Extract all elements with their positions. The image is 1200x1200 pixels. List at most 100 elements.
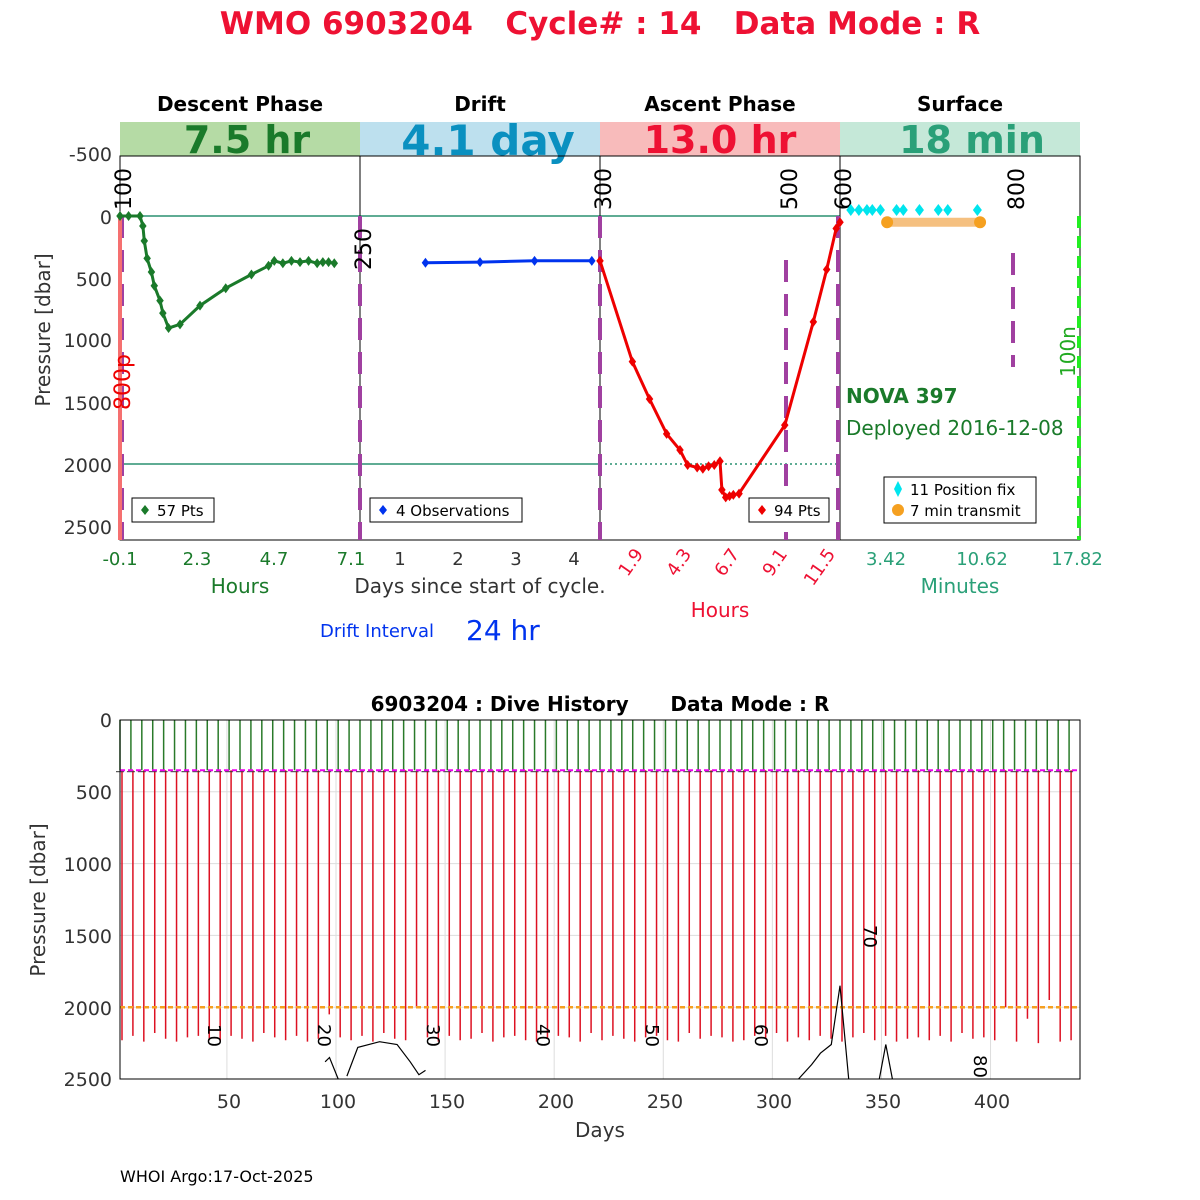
ytick-label: 500 (76, 269, 112, 291)
phase-duration-descent: 7.5 hr (184, 118, 311, 162)
descent-point (270, 255, 279, 266)
depth-mark: 100 (112, 168, 137, 210)
descent-point (221, 283, 230, 294)
ascent-point (628, 356, 637, 367)
ascent-point (781, 420, 789, 431)
xlabel-drift: Days since start of cycle. (354, 574, 605, 598)
xtick-drift: 1 (394, 549, 405, 570)
xtick-drift: 2 (452, 549, 463, 570)
xtick-label: 250 (647, 1091, 683, 1113)
xtick-label: 300 (756, 1091, 792, 1113)
xtick-surface: 3.42 (866, 549, 906, 570)
xtick-descent: -0.1 (102, 549, 137, 570)
ascent-point (718, 484, 726, 495)
dive-history-title: 6903204 : Dive History Data Mode : R (371, 692, 830, 716)
ascent-point (735, 488, 743, 499)
position-fix-point (862, 204, 872, 216)
descent-point (116, 211, 124, 221)
ascent-point (645, 394, 654, 405)
position-fix-point (972, 204, 982, 216)
ytick-label: 2500 (64, 517, 112, 539)
xtick-descent: 2.3 (183, 549, 212, 570)
xtick-label: 350 (865, 1091, 901, 1113)
phase-duration-drift: 4.1 day (401, 116, 575, 165)
phase-duration-surface: 18 min (899, 118, 1045, 162)
descent-point (247, 269, 256, 280)
ascent-point (809, 316, 818, 327)
descent-point (156, 295, 164, 306)
phase-band-drift (360, 122, 600, 156)
phase-name-ascent: Ascent Phase (644, 92, 795, 116)
transmit-icon (892, 504, 904, 516)
drift-series (421, 255, 596, 268)
ytick-label: 1500 (64, 393, 112, 415)
footer-credit: WHOI Argo:17-Oct-2025 (120, 1167, 314, 1186)
ascent-point (729, 489, 738, 500)
ascent-point (832, 223, 840, 234)
descent-point (304, 255, 313, 266)
ytick-label: 0 (100, 710, 112, 732)
xtick-drift: 4 (568, 549, 579, 570)
phase-band-descent (120, 122, 360, 156)
ascent-point (699, 463, 707, 474)
descent-point (147, 267, 156, 278)
surface-series (846, 204, 987, 229)
phase-name-surface: Surface (917, 92, 1003, 116)
xtick-descent: 4.7 (260, 549, 289, 570)
ytick-label: 2000 (64, 455, 112, 477)
descent-point (143, 253, 151, 264)
legend-descent: 57 Pts (131, 497, 215, 523)
xtick-label: 150 (429, 1091, 465, 1113)
deployment-date: Deployed 2016-12-08 (846, 416, 1064, 440)
drift-point (530, 255, 539, 266)
xlabel-surface: Minutes (921, 574, 1000, 598)
ytick-label: -500 (69, 144, 112, 166)
legend-label: 7 min transmit (910, 502, 1021, 520)
ascent-point (716, 456, 724, 467)
dive-history-series (116, 720, 1080, 1080)
ascent-point (596, 255, 604, 266)
bottom-panel: 6903204 : Dive History Data Mode : R 0 5… (26, 692, 1081, 1142)
xtick-label: 200 (538, 1091, 574, 1113)
ascent-point (662, 428, 671, 439)
descent-series (116, 211, 339, 334)
descent-point (124, 211, 133, 221)
descent-point (324, 257, 333, 268)
bottom-axes-frame (119, 719, 1081, 1080)
descent-start-bar (118, 216, 122, 540)
xtick-descent: 7.1 (337, 549, 366, 570)
descent-point (330, 258, 339, 269)
phase-band-ascent (600, 122, 840, 156)
descent-point (136, 211, 144, 221)
ascent-point (710, 460, 719, 470)
drift-point (421, 257, 430, 268)
drift-point (476, 257, 484, 268)
top-ylabel: Pressure [dbar] (31, 253, 55, 406)
cycle-label: 80 (969, 1055, 990, 1078)
xtick-label: 400 (974, 1091, 1010, 1113)
bathymetry-line (878, 1044, 893, 1080)
xtick-label: 50 (217, 1091, 241, 1113)
descent-point (164, 323, 173, 334)
legend-label: 94 Pts (774, 502, 821, 520)
position-fix-point (898, 204, 908, 216)
cycle-label: 30 (422, 1024, 443, 1047)
descent-point (264, 260, 273, 271)
ascent-point (704, 461, 713, 472)
legend-label: 11 Position fix (910, 481, 1015, 499)
xlabel-ascent: Hours (691, 598, 750, 622)
phase-name-descent: Descent Phase (157, 92, 323, 116)
figure-title: WMO 6903204 Cycle# : 14 Data Mode : R (220, 6, 981, 42)
xtick-surface: 17.82 (1051, 549, 1103, 570)
drift-point (588, 255, 596, 266)
ytick-label: 2000 (64, 998, 112, 1020)
legend-label: 4 Observations (396, 502, 510, 520)
bathymetry-line (346, 1041, 426, 1077)
position-fix-point (846, 204, 856, 216)
ascent-point (822, 264, 831, 275)
position-fix-point (943, 204, 953, 216)
top-yticks: -500 0 500 1000 1500 2000 2500 (64, 144, 112, 539)
ascent-point (676, 445, 684, 456)
position-fix-point (914, 204, 924, 216)
